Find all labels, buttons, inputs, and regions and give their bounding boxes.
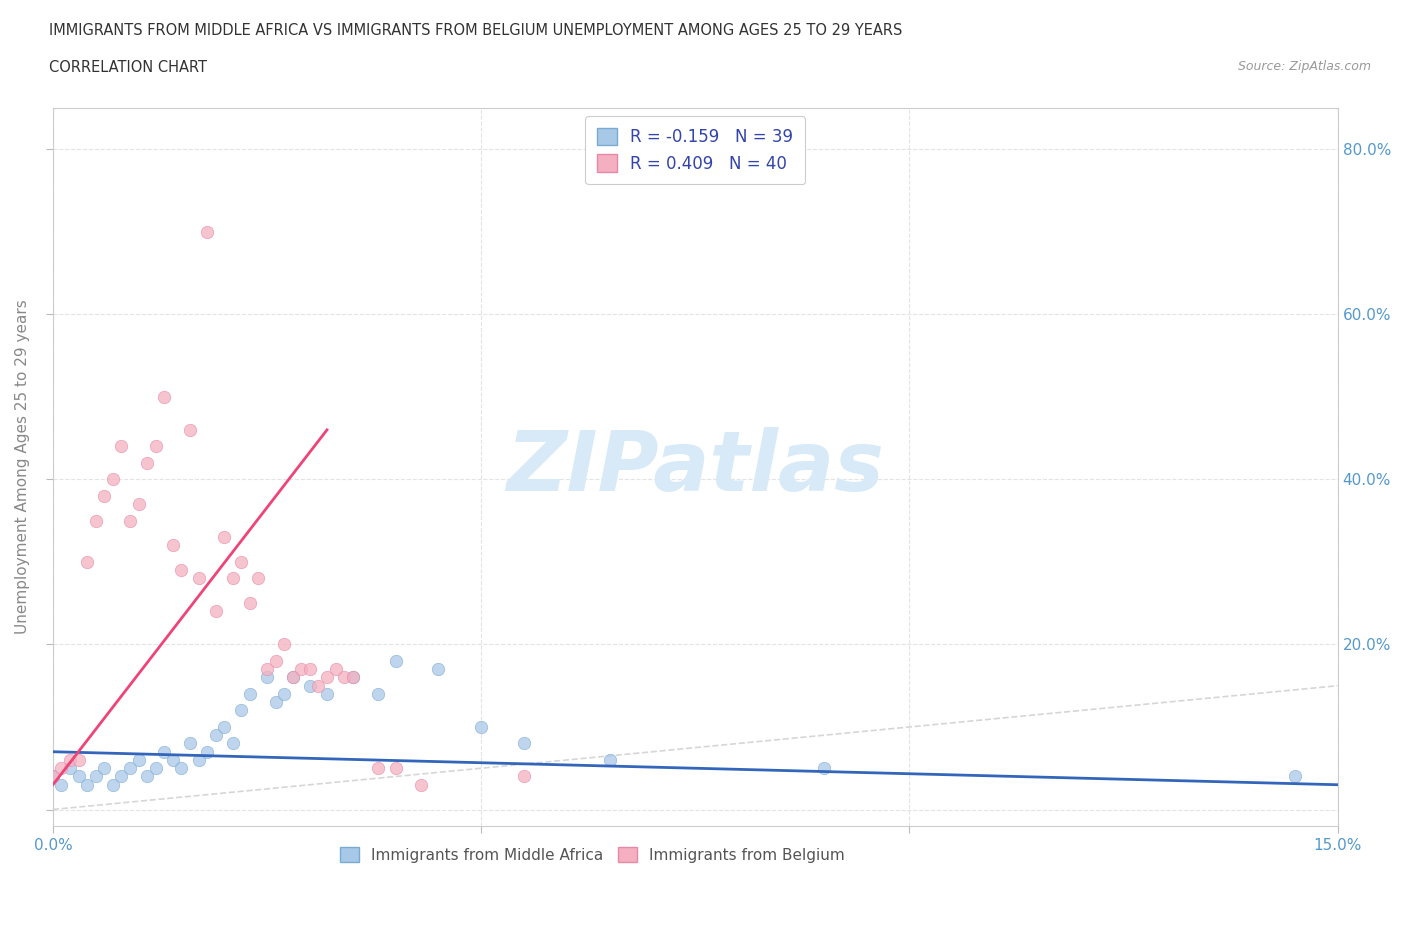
Point	[264, 695, 287, 710]
Point	[110, 769, 132, 784]
Point	[298, 662, 321, 677]
Point	[212, 530, 235, 545]
Point	[136, 456, 159, 471]
Y-axis label: Unemployment Among Ages 25 to 29 years: Unemployment Among Ages 25 to 29 years	[15, 299, 30, 634]
Point	[195, 744, 218, 759]
Point	[239, 596, 262, 611]
Point	[128, 752, 150, 767]
Point	[67, 752, 90, 767]
Point	[170, 761, 193, 776]
Point	[239, 686, 262, 701]
Point	[136, 769, 159, 784]
Point	[290, 662, 312, 677]
Text: CORRELATION CHART: CORRELATION CHART	[49, 60, 207, 75]
Point	[204, 728, 226, 743]
Point	[1284, 769, 1306, 784]
Point	[298, 678, 321, 693]
Text: ZIPatlas: ZIPatlas	[506, 427, 884, 508]
Point	[427, 662, 450, 677]
Point	[42, 769, 65, 784]
Point	[247, 571, 270, 586]
Point	[281, 670, 304, 684]
Point	[118, 761, 141, 776]
Point	[76, 554, 98, 569]
Point	[273, 686, 295, 701]
Point	[76, 777, 98, 792]
Point	[212, 720, 235, 735]
Point	[222, 736, 245, 751]
Legend: Immigrants from Middle Africa, Immigrants from Belgium: Immigrants from Middle Africa, Immigrant…	[335, 841, 851, 869]
Point	[513, 769, 536, 784]
Point	[513, 736, 536, 751]
Point	[101, 472, 124, 486]
Point	[145, 761, 167, 776]
Point	[195, 224, 218, 239]
Point	[59, 752, 82, 767]
Point	[187, 752, 209, 767]
Point	[411, 777, 433, 792]
Point	[67, 769, 90, 784]
Point	[316, 686, 339, 701]
Point	[187, 571, 209, 586]
Point	[256, 670, 278, 684]
Point	[333, 670, 356, 684]
Point	[162, 752, 184, 767]
Point	[599, 752, 621, 767]
Point	[179, 736, 201, 751]
Point	[813, 761, 835, 776]
Point	[273, 637, 295, 652]
Point	[367, 686, 389, 701]
Point	[153, 744, 176, 759]
Point	[42, 769, 65, 784]
Point	[110, 439, 132, 454]
Point	[231, 554, 253, 569]
Point	[231, 703, 253, 718]
Point	[101, 777, 124, 792]
Point	[84, 513, 107, 528]
Point	[384, 761, 406, 776]
Point	[59, 761, 82, 776]
Point	[325, 662, 347, 677]
Point	[470, 720, 492, 735]
Text: IMMIGRANTS FROM MIDDLE AFRICA VS IMMIGRANTS FROM BELGIUM UNEMPLOYMENT AMONG AGES: IMMIGRANTS FROM MIDDLE AFRICA VS IMMIGRA…	[49, 23, 903, 38]
Point	[204, 604, 226, 618]
Point	[367, 761, 389, 776]
Point	[170, 563, 193, 578]
Point	[93, 488, 115, 503]
Point	[307, 678, 329, 693]
Point	[162, 538, 184, 552]
Point	[84, 769, 107, 784]
Point	[264, 654, 287, 669]
Point	[384, 654, 406, 669]
Point	[342, 670, 364, 684]
Point	[93, 761, 115, 776]
Point	[128, 497, 150, 512]
Point	[118, 513, 141, 528]
Point	[256, 662, 278, 677]
Point	[51, 761, 73, 776]
Point	[281, 670, 304, 684]
Point	[222, 571, 245, 586]
Point	[179, 422, 201, 437]
Point	[51, 777, 73, 792]
Point	[153, 390, 176, 405]
Point	[342, 670, 364, 684]
Text: Source: ZipAtlas.com: Source: ZipAtlas.com	[1237, 60, 1371, 73]
Point	[145, 439, 167, 454]
Point	[316, 670, 339, 684]
